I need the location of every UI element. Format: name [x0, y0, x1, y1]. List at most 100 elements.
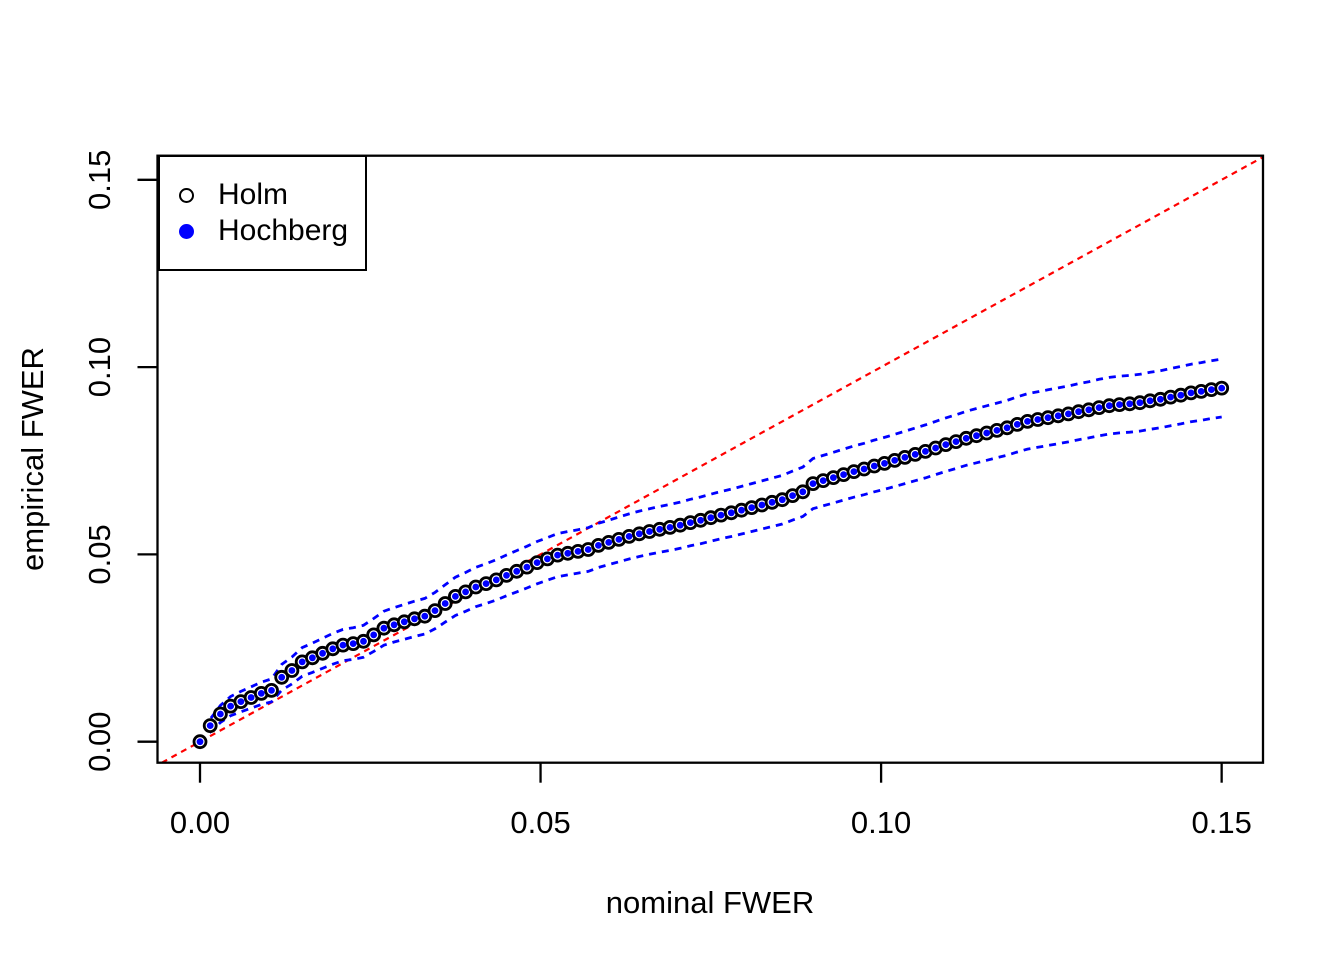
hochberg-point	[799, 488, 807, 496]
x-tick-label: 0.15	[1191, 805, 1251, 840]
hochberg-point	[1044, 414, 1052, 422]
hochberg-point	[1095, 404, 1103, 411]
hochberg-point	[809, 480, 817, 487]
x-tick-label: 0.00	[170, 805, 230, 840]
legend-label-hochberg: Hochberg	[218, 214, 349, 247]
hochberg-point	[932, 444, 939, 452]
hochberg-point	[615, 536, 623, 543]
hochberg-point	[431, 607, 439, 614]
hochberg-point	[533, 559, 541, 566]
hochberg-point	[830, 474, 837, 481]
hochberg-point	[1054, 412, 1062, 420]
hochberg-point	[901, 454, 909, 461]
hochberg-point	[635, 530, 643, 538]
hochberg-point	[298, 658, 306, 666]
hochberg-point	[778, 496, 786, 504]
hochberg-point	[1034, 416, 1042, 423]
hochberg-point	[1085, 406, 1093, 414]
hochberg-point	[574, 548, 582, 555]
hochberg-point	[1105, 402, 1113, 410]
hochberg-point	[390, 621, 398, 629]
legend-item-holm: Holm	[160, 177, 365, 213]
hochberg-point	[349, 640, 357, 647]
hochberg-point	[309, 654, 316, 662]
hochberg-point	[523, 563, 531, 571]
hochberg-point	[666, 524, 674, 531]
hochberg-point	[1136, 399, 1144, 407]
hochberg-point	[513, 567, 521, 575]
hochberg-point	[911, 451, 919, 458]
hochberg-point	[441, 600, 449, 607]
plot-border	[156, 154, 1265, 764]
hochberg-point	[462, 588, 469, 596]
open-circle-icon	[179, 187, 194, 203]
hochberg-point	[850, 468, 858, 475]
y-tick-label: 0.15	[82, 150, 117, 210]
hochberg-point	[676, 521, 684, 529]
hochberg-point	[962, 434, 970, 442]
y-tick-label: 0.10	[82, 337, 117, 397]
hochberg-point	[625, 533, 633, 540]
hochberg-point	[697, 516, 704, 524]
x-tick-label: 0.05	[510, 805, 570, 840]
hochberg-point	[656, 525, 664, 533]
legend-item-hochberg: Hochberg	[160, 213, 365, 249]
hochberg-point	[819, 477, 827, 484]
hochberg-point	[1146, 397, 1154, 405]
legend: Holm Hochberg	[158, 155, 367, 271]
hochberg-point	[503, 572, 510, 579]
hochberg-point	[247, 694, 255, 701]
hochberg-point	[1024, 418, 1031, 425]
hochberg-point	[268, 687, 275, 694]
hochberg-point	[758, 501, 766, 509]
hochberg-point	[288, 667, 296, 674]
hochberg-point	[860, 465, 868, 473]
hochberg-point	[595, 542, 602, 549]
hochberg-point	[544, 555, 551, 563]
confidence-band-lower	[199, 415, 1222, 743]
hochberg-point	[1177, 391, 1185, 399]
hochberg-point	[1197, 388, 1205, 395]
hochberg-point	[1116, 401, 1123, 408]
confidence-band-upper	[198, 357, 1222, 743]
hochberg-point	[891, 457, 899, 464]
hochberg-point	[1065, 410, 1072, 418]
hochberg-point	[1187, 389, 1195, 397]
hochberg-point	[1208, 386, 1215, 393]
hochberg-point	[1126, 400, 1134, 408]
hochberg-point	[687, 519, 694, 526]
hochberg-point	[564, 549, 572, 557]
hochberg-point	[492, 576, 500, 584]
hochberg-point	[472, 583, 480, 591]
hochberg-point	[707, 514, 715, 522]
hochberg-point	[360, 637, 367, 645]
y-tick-label: 0.00	[82, 712, 117, 772]
hochberg-point	[605, 539, 613, 546]
y-tick-label: 0.05	[82, 524, 117, 584]
hochberg-point	[339, 641, 347, 649]
hochberg-point	[370, 631, 378, 639]
hochberg-point	[227, 702, 235, 710]
hochberg-point	[206, 722, 214, 729]
hochberg-point	[1075, 408, 1082, 416]
hochberg-point	[768, 498, 776, 506]
hochberg-point	[1013, 421, 1021, 428]
hochberg-point	[196, 738, 204, 746]
hochberg-point	[748, 504, 756, 511]
hochberg-point	[983, 429, 991, 437]
hochberg-point	[840, 471, 847, 478]
hochberg-point	[881, 460, 888, 467]
hochberg-point	[646, 528, 653, 535]
hochberg-point	[329, 645, 337, 653]
legend-label-holm: Holm	[218, 178, 289, 211]
hochberg-point	[482, 580, 490, 587]
hochberg-point	[870, 462, 878, 470]
hochberg-point	[1157, 395, 1164, 403]
hochberg-point	[1167, 393, 1174, 401]
x-tick-label: 0.10	[851, 805, 911, 840]
x-axis-title: nominal FWER	[605, 885, 815, 920]
hochberg-point	[554, 551, 561, 559]
hochberg-point	[400, 618, 408, 626]
